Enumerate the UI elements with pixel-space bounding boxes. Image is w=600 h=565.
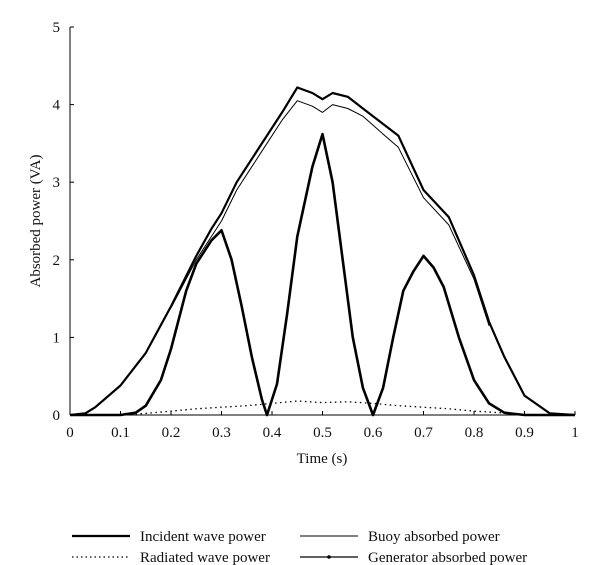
series-line-incident-wave-power	[69, 86, 576, 417]
x-tick-label: 0.4	[263, 425, 282, 441]
y-tick-label: 0	[53, 408, 61, 424]
legend-marker-generator	[327, 555, 331, 559]
x-tick-label: 0	[66, 425, 74, 441]
x-axis-label: Time (s)	[297, 451, 348, 467]
series-line-generator-absorbed-power	[70, 132, 575, 417]
x-tick-label: 0.7	[414, 425, 433, 441]
legend-label-generator: Generator absorbed power	[368, 550, 527, 565]
y-ticks: 0 1 2 3 4 5	[53, 20, 74, 424]
x-tick-label: 0.6	[364, 425, 383, 441]
y-tick-label: 2	[53, 253, 61, 269]
y-tick-label: 5	[53, 20, 61, 36]
legend-label-buoy: Buoy absorbed power	[368, 529, 500, 545]
x-tick-label: 0.8	[465, 425, 484, 441]
x-tick-label: 0.5	[313, 425, 332, 441]
y-axis-label: Absorbed power (VA)	[28, 154, 44, 287]
legend: Incident wave power Buoy absorbed power …	[72, 529, 527, 565]
legend-label-incident: Incident wave power	[140, 529, 266, 545]
y-tick-label: 3	[53, 175, 61, 191]
x-tick-label: 0.2	[162, 425, 181, 441]
series-line-buoy-absorbed-power	[170, 100, 490, 326]
y-tick-label: 1	[53, 330, 61, 346]
y-tick-label: 4	[53, 98, 61, 114]
plot-area	[69, 86, 576, 417]
series-line-radiated-wave-power	[120, 400, 515, 416]
x-tick-label: 1	[571, 425, 579, 441]
x-tick-label: 0.9	[515, 425, 534, 441]
x-tick-label: 0.1	[111, 425, 130, 441]
x-ticks: 0 0.1 0.2 0.3 0.4 0.5 0.6 0.7 0.8 0.9 1	[66, 411, 579, 441]
x-tick-label: 0.3	[212, 425, 231, 441]
legend-label-radiated: Radiated wave power	[140, 550, 270, 565]
